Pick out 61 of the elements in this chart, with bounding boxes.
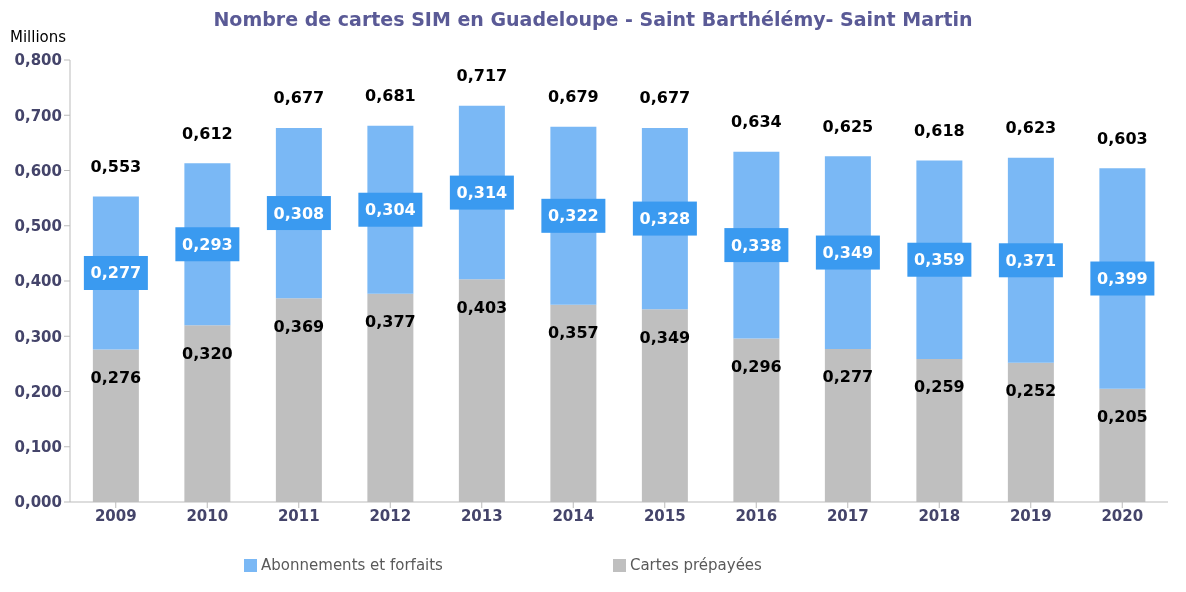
data-label: 0,296 [731, 356, 782, 376]
x-tick-label: 2016 [735, 506, 778, 525]
data-label: 0,349 [639, 327, 691, 347]
data-label: 0,349 [822, 243, 874, 263]
y-tick-label: 0,700 [14, 106, 62, 125]
x-tick-label: 2011 [277, 506, 320, 525]
total-label: 0,677 [273, 88, 325, 108]
data-label: 0,277 [822, 367, 874, 387]
data-label: 0,252 [1005, 381, 1057, 401]
total-label: 0,623 [1005, 118, 1057, 138]
data-label: 0,304 [365, 200, 416, 220]
data-label: 0,320 [182, 343, 233, 363]
data-label: 0,277 [90, 263, 142, 283]
x-tick-label: 2019 [1009, 506, 1052, 525]
data-label: 0,276 [90, 368, 142, 388]
x-tick-label: 2009 [94, 506, 137, 525]
x-tick-label: 2014 [552, 506, 595, 525]
y-tick-label: 0,300 [14, 327, 62, 346]
data-label: 0,308 [273, 203, 325, 223]
data-label: 0,259 [914, 377, 965, 397]
data-label: 0,359 [914, 250, 965, 270]
data-label: 0,369 [273, 316, 325, 336]
data-label: 0,403 [456, 297, 508, 317]
chart-title: Nombre de cartes SIM en Guadeloupe - Saint Barthélémy- Saint Martin [213, 8, 973, 30]
y-tick-label: 0,100 [14, 438, 62, 457]
total-label: 0,681 [365, 86, 416, 106]
total-label: 0,679 [548, 87, 599, 107]
total-label: 0,634 [731, 112, 782, 132]
y-tick-label: 0,200 [14, 382, 62, 401]
data-label: 0,377 [365, 312, 416, 332]
y-tick-label: 0,000 [14, 493, 62, 512]
x-tick-label: 2018 [918, 506, 961, 525]
y-tick-label: 0,600 [14, 161, 62, 180]
x-tick-label: 2017 [826, 506, 869, 525]
total-label: 0,677 [639, 88, 691, 108]
data-label: 0,205 [1097, 407, 1148, 427]
y-tick-label: 0,400 [14, 272, 62, 291]
total-label: 0,553 [90, 156, 142, 176]
legend-label: Cartes prépayées [629, 556, 762, 574]
data-label: 0,293 [182, 234, 233, 254]
total-label: 0,625 [822, 116, 874, 136]
y-tick-label: 0,800 [14, 51, 62, 70]
data-label: 0,338 [731, 235, 782, 255]
data-label: 0,371 [1005, 250, 1057, 270]
x-tick-label: 2020 [1101, 506, 1144, 525]
data-label: 0,322 [548, 206, 599, 226]
x-tick-label: 2012 [369, 506, 412, 525]
data-label: 0,399 [1097, 269, 1148, 289]
total-label: 0,618 [914, 121, 965, 141]
data-label: 0,314 [456, 183, 508, 203]
y-tick-label: 0,500 [14, 217, 62, 236]
x-tick-label: 2010 [186, 506, 229, 525]
total-label: 0,717 [456, 66, 508, 86]
total-label: 0,603 [1097, 128, 1148, 148]
data-label: 0,328 [639, 209, 691, 229]
y-axis-title: Millions [10, 28, 67, 46]
total-label: 0,612 [182, 123, 233, 143]
x-tick-label: 2015 [643, 506, 686, 525]
x-tick-label: 2013 [460, 506, 503, 525]
legend-label: Abonnements et forfaits [261, 556, 443, 574]
data-label: 0,357 [548, 323, 599, 343]
